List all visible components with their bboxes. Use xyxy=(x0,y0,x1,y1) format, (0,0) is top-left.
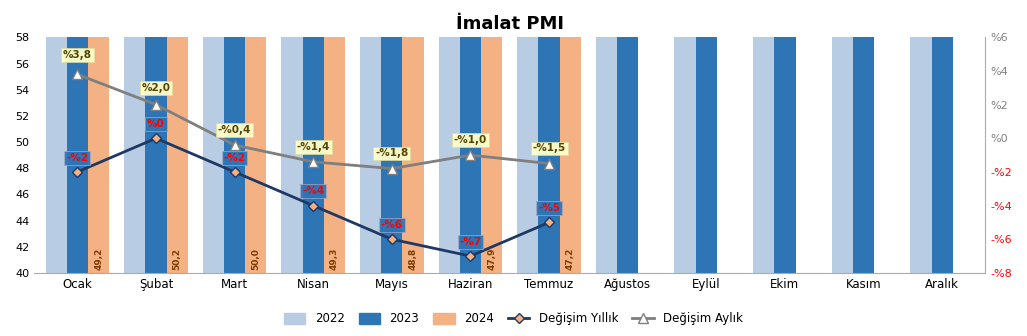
Text: 49,2: 49,2 xyxy=(94,248,103,270)
Bar xyxy=(774,0,796,273)
Text: 48,8: 48,8 xyxy=(409,248,418,270)
Bar xyxy=(303,0,324,273)
Bar xyxy=(88,0,109,273)
Bar xyxy=(281,0,303,273)
Bar xyxy=(45,0,67,273)
Bar xyxy=(166,0,188,273)
Legend: 2022, 2023, 2024, Değişim Yıllık, Değişim Aylık: 2022, 2023, 2024, Değişim Yıllık, Değişi… xyxy=(279,308,748,330)
Bar xyxy=(832,0,852,273)
Bar xyxy=(324,0,345,273)
Text: -%1,8: -%1,8 xyxy=(375,149,409,159)
Bar xyxy=(481,0,502,273)
Bar xyxy=(852,0,874,273)
Bar xyxy=(596,0,617,273)
Bar xyxy=(439,0,460,273)
Bar xyxy=(360,0,381,273)
Bar xyxy=(460,0,481,273)
Text: -%1,5: -%1,5 xyxy=(532,143,566,154)
Text: -%2: -%2 xyxy=(67,153,88,163)
Bar xyxy=(695,0,717,273)
Text: -%4: -%4 xyxy=(302,186,325,196)
Bar xyxy=(381,0,403,273)
Bar xyxy=(560,0,581,273)
Bar xyxy=(67,0,88,273)
Bar xyxy=(538,0,560,273)
Text: -%0,4: -%0,4 xyxy=(218,125,252,135)
Text: -%5: -%5 xyxy=(538,203,560,213)
Bar xyxy=(224,0,245,273)
Bar xyxy=(910,0,931,273)
Text: %2,0: %2,0 xyxy=(142,83,170,93)
Bar xyxy=(617,0,639,273)
Text: 50,2: 50,2 xyxy=(173,248,182,270)
Text: -%6: -%6 xyxy=(381,220,403,230)
Bar xyxy=(518,0,538,273)
Text: %0: %0 xyxy=(147,119,165,129)
Bar xyxy=(245,0,266,273)
Bar xyxy=(146,0,166,273)
Bar xyxy=(403,0,424,273)
Text: -%1,4: -%1,4 xyxy=(297,142,330,152)
Title: İmalat PMI: İmalat PMI xyxy=(456,15,564,33)
Text: -%1,0: -%1,0 xyxy=(454,135,487,145)
Text: 47,2: 47,2 xyxy=(566,248,575,270)
Bar xyxy=(675,0,695,273)
Text: -%2: -%2 xyxy=(224,153,245,163)
Text: 50,0: 50,0 xyxy=(252,248,260,270)
Text: -%7: -%7 xyxy=(459,237,482,247)
Bar xyxy=(931,0,953,273)
Bar xyxy=(753,0,774,273)
Bar xyxy=(124,0,146,273)
Bar xyxy=(202,0,224,273)
Text: 49,3: 49,3 xyxy=(330,248,339,270)
Text: 47,9: 47,9 xyxy=(487,248,496,270)
Text: %3,8: %3,8 xyxy=(63,50,91,60)
